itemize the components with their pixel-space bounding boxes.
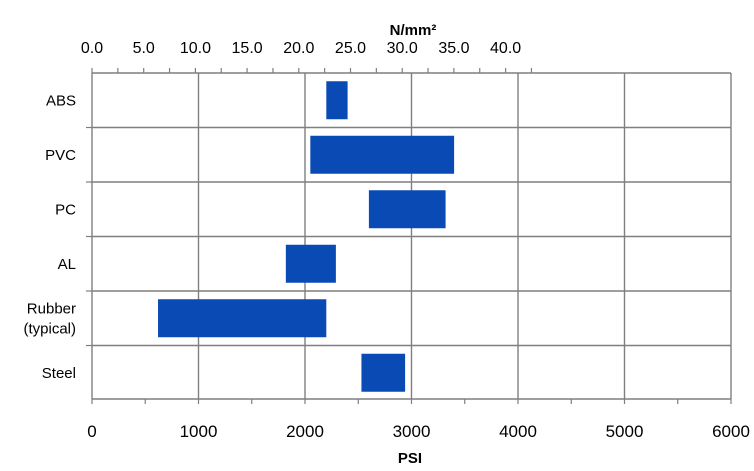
category-label: ABS bbox=[46, 92, 76, 109]
x-tick-label-nmm2: 35.0 bbox=[438, 40, 469, 57]
category-label: PC bbox=[55, 201, 76, 218]
bars bbox=[158, 81, 455, 392]
x-tick-label-nmm2: 25.0 bbox=[335, 40, 366, 57]
x-tick-label-psi: 5000 bbox=[606, 422, 644, 441]
bottom-axis-title: PSI bbox=[398, 450, 422, 467]
labels: 0 1000 2000 3000 4000 5000 6000 0.0 5.0 10.0 15.0 2… bbox=[23, 40, 749, 441]
x-tick-label-psi: 3000 bbox=[393, 422, 431, 441]
x-tick-label-psi: 1000 bbox=[180, 422, 218, 441]
category-label: (typical) bbox=[23, 320, 76, 337]
category-label: Rubber bbox=[27, 300, 76, 317]
range-bar bbox=[310, 135, 455, 174]
top-axis-title: N/mm² bbox=[390, 22, 437, 39]
category-label: AL bbox=[58, 256, 76, 273]
x-tick-label-nmm2: 20.0 bbox=[283, 40, 314, 57]
range-bar bbox=[285, 244, 336, 283]
range-bar bbox=[158, 299, 327, 338]
x-tick-label-psi: 2000 bbox=[286, 422, 324, 441]
range-bar bbox=[361, 353, 406, 392]
x-tick-label-nmm2: 30.0 bbox=[387, 40, 418, 57]
x-tick-label-nmm2: 15.0 bbox=[232, 40, 263, 57]
x-tick-label-nmm2: 40.0 bbox=[490, 40, 521, 57]
x-tick-label-psi: 6000 bbox=[712, 422, 750, 441]
x-tick-label-nmm2: 5.0 bbox=[133, 40, 155, 57]
x-tick-label-nmm2: 0.0 bbox=[81, 40, 103, 57]
x-tick-label-psi: 0 bbox=[87, 422, 96, 441]
x-tick-label-psi: 4000 bbox=[499, 422, 537, 441]
x-tick-label-nmm2: 10.0 bbox=[180, 40, 211, 57]
row-separators bbox=[92, 126, 731, 347]
category-label: PVC bbox=[45, 147, 76, 164]
axes bbox=[86, 68, 732, 404]
range-bar bbox=[368, 190, 446, 229]
category-label: Steel bbox=[42, 365, 76, 382]
range-bar bbox=[326, 81, 348, 120]
